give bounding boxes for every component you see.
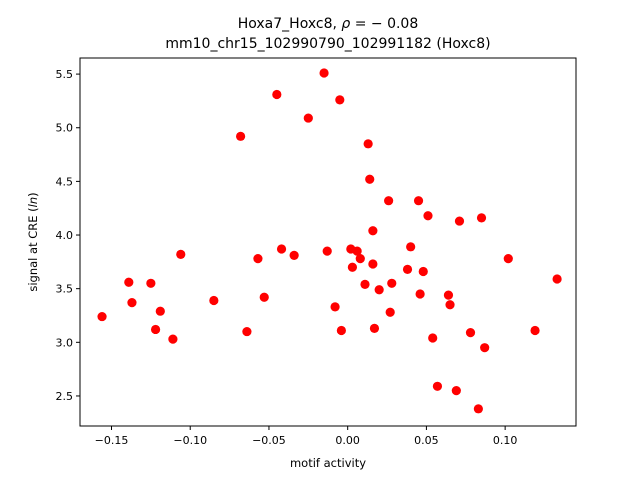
data-point bbox=[451, 385, 461, 396]
y-tick-label: 5.0 bbox=[56, 122, 74, 135]
data-point bbox=[363, 139, 373, 149]
data-point bbox=[530, 325, 540, 336]
data-point bbox=[272, 89, 282, 100]
x-tick-label: −0.05 bbox=[252, 434, 286, 447]
data-point bbox=[384, 196, 394, 206]
data-point bbox=[454, 216, 465, 226]
data-point bbox=[303, 113, 313, 123]
data-point bbox=[552, 274, 562, 284]
data-point bbox=[443, 290, 454, 300]
data-point bbox=[476, 213, 487, 223]
data-point bbox=[365, 174, 375, 184]
data-point bbox=[176, 249, 186, 259]
y-tick-label: 2.5 bbox=[56, 390, 74, 403]
y-tick-label: 3.5 bbox=[56, 283, 74, 296]
y-tick-label: 4.0 bbox=[56, 229, 74, 242]
data-point bbox=[387, 278, 397, 288]
data-point bbox=[168, 334, 178, 344]
data-point bbox=[428, 333, 438, 343]
data-point bbox=[423, 211, 433, 221]
data-point bbox=[289, 250, 299, 261]
chart-title-line2: mm10_chr15_102990790_102991182 (Hoxc8) bbox=[165, 36, 490, 52]
data-point bbox=[127, 298, 137, 308]
y-axis-ticks: 2.5 3.0 3.5 4.0 4.5 5.0 5.5 bbox=[56, 68, 80, 403]
data-point bbox=[347, 262, 358, 272]
y-tick-label: 5.5 bbox=[56, 68, 74, 81]
chart-title-line1: Hoxa7_Hoxc8, ρ = − 0.08 bbox=[238, 16, 419, 32]
data-point bbox=[415, 289, 425, 299]
data-point bbox=[330, 302, 340, 312]
data-point bbox=[150, 324, 161, 335]
data-point bbox=[335, 95, 345, 105]
x-tick-label: 0.05 bbox=[414, 434, 439, 447]
y-axis-label: signal at CRE (ln) bbox=[26, 192, 40, 291]
data-point bbox=[209, 295, 219, 306]
data-point bbox=[418, 266, 428, 277]
data-point bbox=[385, 307, 395, 317]
data-point bbox=[369, 323, 380, 333]
data-points bbox=[97, 68, 562, 414]
y-tick-label: 3.0 bbox=[56, 336, 74, 349]
x-axis-ticks: −0.15 −0.10 −0.05 0.00 0.05 0.10 bbox=[95, 426, 518, 447]
data-point bbox=[402, 264, 413, 274]
data-point bbox=[465, 328, 476, 338]
x-tick-label: 0.10 bbox=[493, 434, 518, 447]
data-point bbox=[406, 242, 416, 252]
data-point bbox=[413, 196, 424, 206]
data-point bbox=[259, 292, 269, 302]
data-point bbox=[352, 246, 362, 256]
data-point bbox=[236, 131, 246, 141]
data-point bbox=[432, 381, 443, 391]
data-point bbox=[368, 259, 378, 269]
data-point bbox=[319, 68, 329, 78]
x-axis-label: motif activity bbox=[290, 456, 366, 470]
data-point bbox=[253, 254, 263, 264]
data-point bbox=[336, 325, 346, 336]
x-tick-label: 0.00 bbox=[335, 434, 360, 447]
data-point bbox=[473, 404, 483, 414]
data-point bbox=[368, 226, 378, 236]
data-point bbox=[97, 311, 107, 322]
data-point bbox=[355, 254, 365, 264]
plot-frame bbox=[79, 57, 577, 427]
y-tick-label: 4.5 bbox=[56, 175, 74, 188]
data-point bbox=[322, 246, 332, 256]
data-point bbox=[374, 285, 384, 295]
x-tick-label: −0.15 bbox=[95, 434, 129, 447]
data-point bbox=[146, 278, 156, 288]
data-point bbox=[155, 306, 165, 316]
data-point bbox=[503, 254, 513, 264]
data-point bbox=[445, 300, 455, 310]
data-point bbox=[360, 279, 370, 289]
data-point bbox=[242, 326, 252, 337]
data-point bbox=[124, 277, 134, 287]
x-tick-label: −0.10 bbox=[173, 434, 207, 447]
data-point bbox=[276, 244, 287, 254]
data-point bbox=[480, 343, 490, 353]
